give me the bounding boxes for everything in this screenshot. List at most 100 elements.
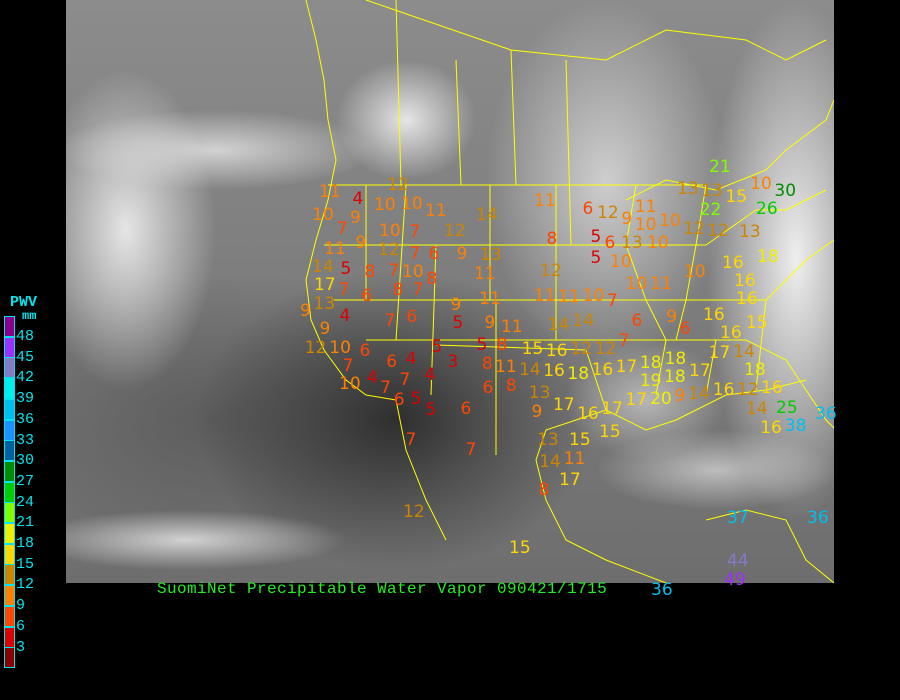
- station-pwv-value: 5: [431, 337, 443, 357]
- station-pwv-value: 18: [664, 349, 687, 370]
- station-pwv-value: 10: [582, 286, 605, 306]
- station-pwv-value: 12: [387, 175, 409, 196]
- station-pwv-value: 11: [650, 274, 672, 294]
- station-pwv-value: 16: [761, 377, 783, 398]
- station-pwv-value: 7: [409, 222, 421, 242]
- station-pwv-value: 7: [338, 280, 350, 300]
- station-pwv-value: 9: [621, 209, 633, 229]
- station-pwv-value: 13: [480, 245, 502, 265]
- boundary-line: [675, 184, 707, 341]
- station-pwv-value: 6: [460, 399, 472, 419]
- station-pwv-value: 9: [456, 244, 468, 264]
- station-pwv-value: 4: [339, 306, 351, 326]
- station-pwv-value: 9: [674, 386, 686, 406]
- legend-swatch: [4, 585, 15, 607]
- station-pwv-value: 14: [746, 399, 768, 419]
- station-pwv-value: 36: [815, 404, 837, 424]
- station-pwv-value: 13: [701, 181, 723, 202]
- boundary-line: [510, 49, 517, 186]
- legend-label: 33: [16, 431, 35, 449]
- station-pwv-value: 6: [386, 352, 398, 372]
- station-pwv-value: 9: [299, 301, 311, 321]
- station-pwv-value: 6: [679, 319, 691, 339]
- station-pwv-value: 17: [601, 399, 623, 419]
- boundary-line: [455, 59, 462, 186]
- boundary-line: [365, 0, 607, 61]
- boundary-line: [675, 379, 807, 421]
- station-pwv-value: 7: [618, 331, 630, 351]
- legend-label: 30: [16, 452, 35, 470]
- station-pwv-value: 10: [339, 374, 361, 395]
- boundary-line: [430, 244, 437, 396]
- legend-swatch: [4, 481, 15, 503]
- station-pwv-value: 11: [425, 201, 447, 221]
- station-pwv-value: 7: [380, 378, 391, 398]
- boundary-line: [705, 509, 834, 583]
- station-pwv-value: 7: [405, 430, 417, 450]
- station-pwv-value: 6: [582, 199, 594, 219]
- station-pwv-value: 13: [537, 430, 559, 450]
- station-pwv-value: 11: [563, 449, 586, 469]
- station-pwv-value: 13: [528, 383, 551, 404]
- station-pwv-value: 15: [746, 313, 768, 333]
- station-pwv-value: 10: [634, 214, 657, 235]
- station-pwv-value: 13: [677, 179, 699, 199]
- station-pwv-value: 4: [405, 349, 417, 369]
- station-pwv-value: 10: [750, 174, 772, 194]
- station-pwv-value: 17: [615, 357, 638, 377]
- legend-swatch: [4, 460, 15, 482]
- station-pwv-value: 10: [312, 205, 334, 225]
- station-pwv-value: 5: [425, 400, 437, 420]
- station-pwv-value: 11: [474, 264, 496, 284]
- legend-label: 42: [16, 369, 35, 387]
- station-pwv-value: 5: [410, 389, 422, 409]
- station-pwv-value: 16: [712, 379, 735, 400]
- station-pwv-value: 6: [406, 307, 418, 327]
- station-pwv-value: 10: [379, 221, 401, 242]
- station-pwv-value: 18: [757, 247, 779, 267]
- boundary-line: [745, 339, 834, 429]
- station-pwv-value: 10: [610, 251, 632, 272]
- station-pwv-value: 8: [364, 262, 376, 282]
- legend-label: 3: [16, 638, 26, 656]
- legend-label: 45: [16, 348, 35, 366]
- legend-swatch: [4, 357, 15, 379]
- station-pwv-value: 8: [496, 335, 508, 356]
- station-pwv-value: 21: [709, 157, 731, 177]
- legend-label: 39: [16, 390, 35, 408]
- station-pwv-value: 7: [465, 440, 477, 460]
- station-pwv-value: 11: [501, 316, 523, 337]
- station-pwv-value: 7: [342, 356, 354, 377]
- station-pwv-value: 6: [361, 286, 373, 306]
- boundary-line: [625, 99, 834, 201]
- station-pwv-value: 13: [739, 222, 761, 242]
- state-boundaries: [305, 0, 834, 583]
- station-pwv-value: 12: [540, 261, 562, 281]
- legend-swatch: [4, 316, 15, 337]
- boundary-line: [395, 184, 407, 341]
- legend-swatch: [4, 605, 15, 627]
- station-pwv-value: 8: [426, 269, 438, 289]
- boundary-line: [655, 339, 667, 396]
- station-pwv-value: 9: [666, 307, 678, 327]
- satellite-map: [66, 0, 834, 583]
- boundary-line: [755, 299, 767, 391]
- station-pwv-value: 14: [312, 256, 334, 277]
- station-pwv-value: 10: [401, 193, 423, 214]
- station-pwv-value: 5: [590, 227, 602, 247]
- station-pwv-value: 12: [594, 339, 617, 359]
- station-pwv-value: 6: [604, 233, 616, 254]
- legend-label: 27: [16, 472, 35, 490]
- legend-swatch: [4, 419, 15, 441]
- legend-label: 36: [16, 410, 35, 428]
- station-pwv-value: 10: [659, 211, 681, 231]
- legend-label: 15: [16, 555, 35, 573]
- station-pwv-value: 18: [567, 364, 590, 384]
- station-pwv-value: 12: [597, 203, 619, 223]
- station-pwv-value: 16: [577, 403, 599, 424]
- station-pwv-value: 44: [727, 551, 749, 572]
- station-pwv-value: 26: [756, 199, 778, 219]
- station-pwv-value: 12: [736, 379, 759, 400]
- station-pwv-value: 12: [570, 339, 593, 359]
- station-pwv-value: 11: [479, 289, 501, 309]
